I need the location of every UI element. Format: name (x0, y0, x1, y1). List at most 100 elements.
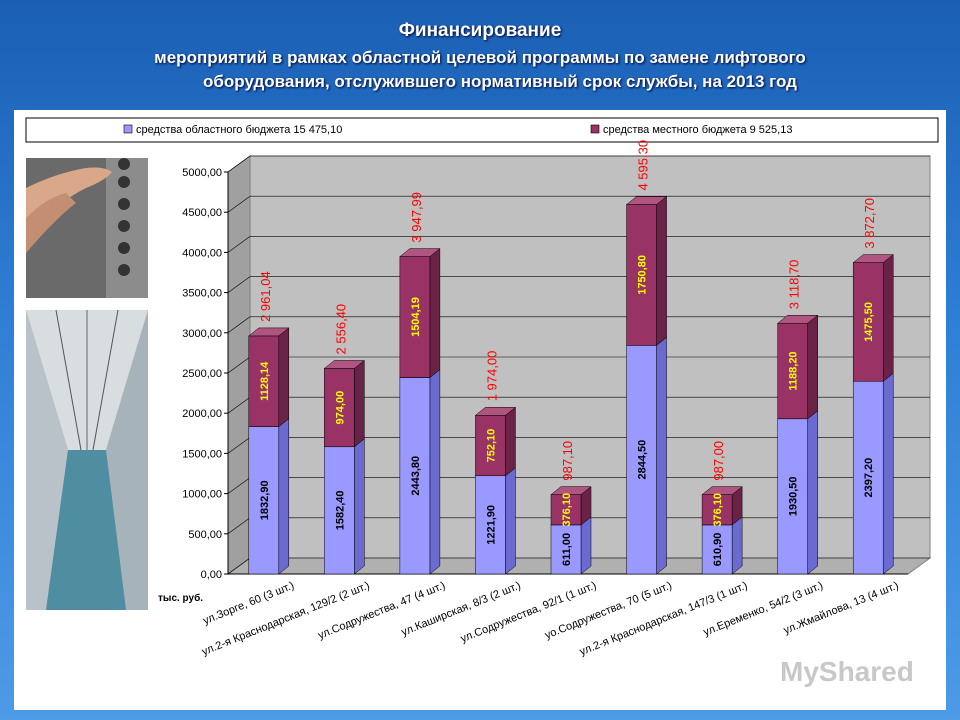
bar-regional (701, 524, 733, 575)
bar-regional-side (505, 467, 516, 575)
bar-regional (399, 377, 431, 575)
data-label-local: 376,10 (712, 493, 724, 527)
legend-label-local: средства местного бюджета 9 525,13 (603, 124, 792, 136)
bar-local-top (776, 315, 819, 324)
legend-box (25, 117, 939, 143)
gridline-side (227, 236, 251, 253)
bar-local (324, 368, 355, 448)
data-label-regional: 2443,80 (410, 456, 422, 496)
legend-label-regional: средства областного бюджета 15 475,10 (136, 124, 342, 136)
data-label-local: 1128,14 (259, 361, 271, 401)
bar-local-top (474, 407, 517, 416)
bar-regional (248, 426, 280, 575)
total-label: 2 961,04 (258, 271, 273, 322)
page-number: 8 (892, 684, 901, 701)
bar-regional (550, 524, 582, 575)
plot-area: 0,00 500,00 1000,00 1500,00 2000,00 2500,00 30… (182, 140, 932, 658)
bar-regional (475, 475, 506, 575)
watermark-logo: MyShared (780, 656, 914, 687)
data-label-local: 974,00 (334, 391, 346, 425)
elevator-shaft-photo (26, 310, 148, 610)
legend-swatch-regional (123, 124, 133, 134)
total-label: 987,10 (560, 441, 575, 481)
bar-regional (324, 446, 355, 575)
bar-regional-side (429, 368, 441, 575)
category-label: ул.Содружества, 92/1 (1 шт.) (459, 580, 598, 646)
data-label-regional: 1221,90 (485, 505, 497, 545)
slide-title: Финансирование мероприятий в рамках обла… (0, 20, 960, 92)
bar-regional-side (656, 336, 667, 575)
y-tick-label: 2500,00 (182, 368, 222, 380)
gridline-side (227, 316, 251, 334)
bar-local-top (625, 196, 668, 205)
bar-local (852, 262, 884, 382)
data-label-regional: 1582,40 (334, 491, 346, 531)
category-label: ул.Содружества, 47 (4 шт.) (316, 580, 447, 642)
y-tick-label: 4000,00 (182, 247, 222, 259)
gridline-side (227, 195, 251, 213)
gridline-side (227, 477, 251, 494)
gridline-side (227, 155, 251, 173)
bar-local (626, 204, 657, 346)
data-label-regional: 2844,50 (637, 440, 649, 480)
data-label-local: 1188,20 (788, 351, 800, 390)
bar-local (399, 256, 431, 378)
total-label: 2 556,40 (333, 304, 348, 355)
total-label: 4 595,30 (636, 140, 651, 191)
data-label-regional: 1832,90 (259, 480, 271, 520)
gridline-side (227, 517, 251, 535)
y-tick-label: 0,00 (201, 569, 222, 581)
data-label-regional: 2397,20 (863, 458, 875, 498)
bar-local-top (852, 254, 894, 263)
total-label: 3 947,99 (409, 192, 424, 243)
data-label-regional: 611,00 (561, 533, 573, 566)
total-label: 3 872,70 (862, 198, 877, 249)
bar-local (550, 494, 582, 526)
data-label-regional: 610,90 (712, 533, 724, 567)
bar-local (475, 415, 506, 477)
y-tick-label: 4500,00 (182, 207, 222, 219)
gridline-side (227, 356, 251, 374)
total-label: 3 118,70 (787, 260, 802, 310)
bar-regional-side (278, 418, 290, 575)
total-label: 1 974,00 (484, 351, 499, 402)
y-tick-label: 1500,00 (182, 448, 222, 460)
y-tick-label: 1000,00 (182, 489, 222, 501)
gridline-side (227, 557, 251, 575)
bar-regional (626, 345, 657, 575)
bar-local-top (701, 486, 743, 495)
total-label: 987,00 (711, 441, 726, 481)
bar-local-side (429, 248, 441, 379)
bar-local-side (354, 359, 365, 448)
gridline-side (227, 396, 251, 414)
bar-local (777, 323, 808, 420)
bar-local-side (278, 327, 290, 428)
category-label: уо.Содружества, 70 (5 шт.) (543, 580, 673, 642)
bar-local-top (323, 360, 366, 369)
bar-local-side (505, 406, 516, 477)
y-tick-label: 2000,00 (182, 408, 222, 420)
elevator-button-photo (26, 158, 148, 298)
y-tick-label: 500,00 (188, 529, 222, 541)
bar-local-top (550, 486, 592, 495)
y-tick-label: 5000,00 (182, 167, 222, 179)
data-label-local: 752,10 (485, 429, 497, 463)
subtitle-line1: мероприятий в рамках областной целевой п… (154, 48, 806, 67)
bar-regional (852, 381, 884, 575)
y-tick-label: 3000,00 (182, 328, 222, 340)
legend-swatch-local (590, 124, 600, 134)
bar-regional-side (807, 410, 818, 575)
bar-regional-side (731, 516, 743, 575)
bar-regional-side (354, 438, 365, 575)
bar-local-side (882, 254, 894, 382)
bar-local-side (807, 314, 818, 420)
bar-regional-side (580, 516, 592, 575)
data-label-local: 1750,80 (637, 255, 649, 295)
gridline-side (227, 437, 251, 454)
data-label-local: 376,10 (561, 493, 573, 527)
data-label-regional: 1930,50 (788, 477, 800, 517)
bar-local-top (399, 248, 441, 257)
bar-local (701, 494, 733, 526)
bar-local-top (248, 327, 290, 337)
title: Финансирование (398, 20, 562, 41)
